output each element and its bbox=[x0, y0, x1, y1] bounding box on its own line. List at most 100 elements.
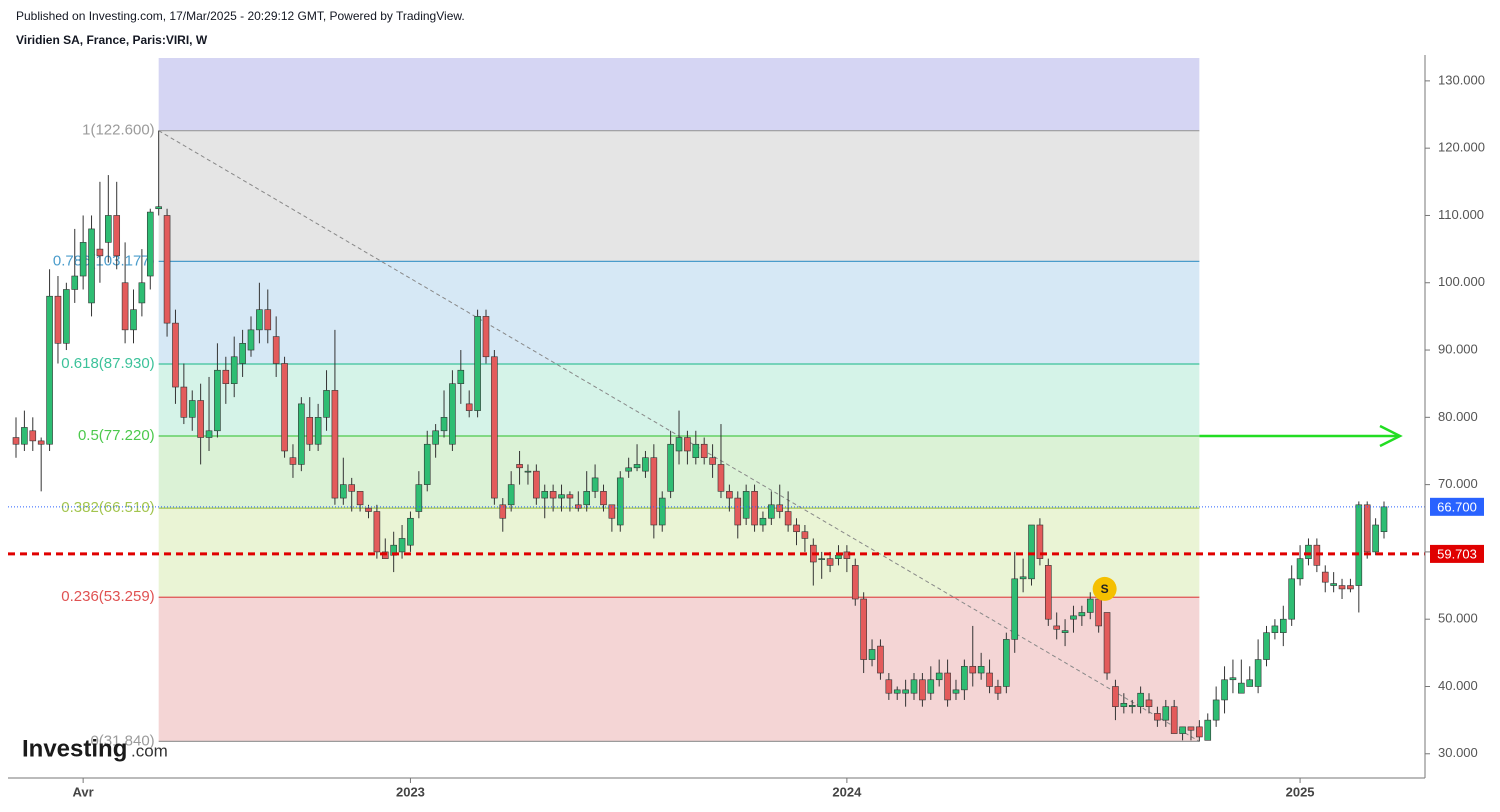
candle-body bbox=[1070, 615, 1077, 620]
candle-body bbox=[289, 457, 297, 465]
fib-label: 0.618(87.930) bbox=[61, 355, 154, 372]
plot: 1(122.600) 0.786(103.177) 0.618(87.930) 0.5… bbox=[8, 58, 1425, 749]
candle-body bbox=[692, 443, 700, 459]
candle-body bbox=[306, 417, 314, 445]
candle-body bbox=[1170, 706, 1178, 734]
candle-body bbox=[63, 289, 70, 344]
candle-body bbox=[558, 494, 565, 499]
candle-body bbox=[1162, 706, 1170, 721]
logo-suffix: .com bbox=[131, 741, 168, 760]
candle-body bbox=[1288, 578, 1295, 620]
y-tick-label: 130.000 bbox=[1438, 72, 1485, 87]
candle-body bbox=[1044, 565, 1052, 620]
candle-body bbox=[54, 295, 62, 344]
candle-body bbox=[373, 511, 381, 553]
candle-body bbox=[927, 679, 935, 694]
candle-body bbox=[113, 215, 121, 257]
candle-body bbox=[1036, 524, 1044, 559]
candle-body bbox=[1145, 699, 1153, 707]
candle-body bbox=[768, 504, 775, 519]
candle-body bbox=[323, 390, 330, 418]
candle-body bbox=[1078, 612, 1086, 617]
candle-body bbox=[541, 491, 549, 499]
logo: Investing bbox=[22, 735, 127, 762]
y-tick-label: 50.000 bbox=[1438, 611, 1478, 626]
candle-body bbox=[230, 356, 238, 384]
y-tick-label: 120.000 bbox=[1438, 140, 1485, 155]
candle-body bbox=[1380, 506, 1388, 533]
fib-label: 0.5(77.220) bbox=[78, 427, 155, 444]
candle-body bbox=[885, 679, 893, 694]
hline-label: 59.703 bbox=[1437, 546, 1477, 561]
candle-body bbox=[1103, 612, 1111, 674]
candle-body bbox=[214, 369, 221, 432]
candle-body bbox=[239, 343, 246, 364]
fib-label: 1(122.600) bbox=[82, 122, 155, 139]
candle-body bbox=[860, 598, 867, 660]
signal-marker-label: S bbox=[1101, 582, 1109, 596]
candle-body bbox=[415, 484, 423, 512]
last-price-label: 66.700 bbox=[1437, 499, 1477, 514]
candle-body bbox=[180, 386, 188, 418]
candle-body bbox=[583, 491, 590, 506]
y-tick-label: 70.000 bbox=[1438, 476, 1478, 491]
candle-body bbox=[919, 679, 926, 701]
candle-body bbox=[1061, 630, 1069, 633]
candle-body bbox=[138, 282, 146, 304]
candle-body bbox=[1296, 558, 1304, 580]
candle-body bbox=[658, 497, 666, 526]
x-tick-label: 2025 bbox=[1286, 784, 1315, 799]
candle-body bbox=[1321, 571, 1329, 583]
candle-body bbox=[650, 457, 658, 526]
fib-label: 0.236(53.259) bbox=[61, 588, 154, 605]
candle-body bbox=[1212, 699, 1220, 721]
target-arrow-head bbox=[1379, 424, 1403, 448]
candle-body bbox=[499, 504, 507, 519]
candle-body bbox=[130, 309, 137, 331]
candle-body bbox=[524, 470, 532, 473]
candle-body bbox=[851, 565, 859, 600]
candle-body bbox=[197, 400, 204, 438]
candle-body bbox=[247, 329, 255, 351]
fib-label: 0.382(66.510) bbox=[61, 499, 154, 516]
y-tick-label: 40.000 bbox=[1438, 678, 1478, 693]
candle-body bbox=[616, 477, 624, 526]
candle-body bbox=[1338, 585, 1346, 590]
candle-body bbox=[1120, 703, 1128, 707]
y-tick-label: 100.000 bbox=[1438, 274, 1485, 289]
candle-body bbox=[826, 558, 834, 566]
candle-body bbox=[1187, 726, 1195, 731]
candle-body bbox=[1003, 639, 1010, 687]
candle-body bbox=[902, 689, 909, 694]
signal-marker bbox=[1092, 576, 1117, 601]
candle-body bbox=[264, 309, 272, 331]
candle-body bbox=[88, 228, 95, 304]
candle-body bbox=[751, 491, 758, 526]
candle-body bbox=[969, 665, 977, 674]
candle-body bbox=[977, 665, 985, 674]
candle-body bbox=[457, 369, 465, 384]
y-tick-label: 110.000 bbox=[1438, 207, 1484, 222]
candle-body bbox=[1154, 713, 1161, 721]
candle-body bbox=[1263, 632, 1270, 660]
candle-body bbox=[709, 457, 716, 465]
candle-body bbox=[507, 484, 515, 506]
candle-body bbox=[734, 497, 742, 526]
candle-body bbox=[516, 464, 523, 469]
candle-body bbox=[700, 443, 708, 459]
published-note: Published on Investing.com, 17/Mar/2025 … bbox=[16, 9, 465, 23]
candle-body bbox=[600, 491, 607, 506]
symbol-title: Viridien SA, France, Paris:VIRI, W bbox=[16, 33, 208, 47]
candle-body bbox=[961, 665, 968, 691]
candle-body bbox=[432, 430, 439, 445]
candle-body bbox=[407, 517, 414, 546]
fib-band bbox=[158, 597, 1200, 742]
candle-body bbox=[776, 504, 784, 512]
candle-body bbox=[1355, 504, 1363, 586]
last-price-box bbox=[1430, 497, 1484, 516]
candle-body bbox=[449, 383, 456, 445]
candle-body bbox=[868, 649, 876, 660]
candle-body bbox=[742, 491, 750, 519]
candle-body bbox=[759, 517, 767, 526]
fib-band bbox=[158, 261, 1200, 364]
